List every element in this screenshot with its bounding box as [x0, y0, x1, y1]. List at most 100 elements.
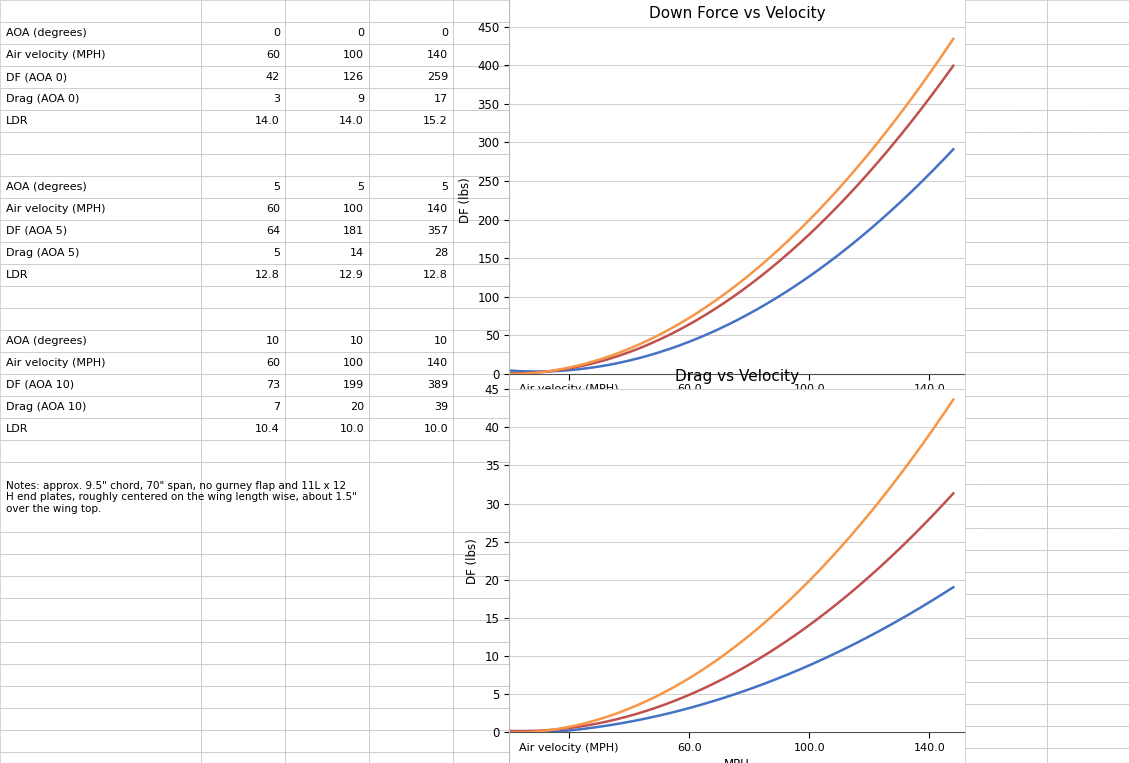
Text: 140: 140	[427, 358, 448, 368]
Bar	[369, 88, 453, 110]
DF (AOA 10)	[714, 293, 727, 302]
Bar	[965, 726, 1048, 748]
Bar	[369, 462, 453, 533]
Bar	[369, 418, 453, 440]
Bar	[965, 418, 1048, 440]
Text: 12.9: 12.9	[339, 270, 364, 280]
Text: 14.0: 14.0	[340, 116, 364, 126]
Y-axis label: DF (lbs): DF (lbs)	[466, 538, 479, 584]
Drag (AOA 5)	[937, 500, 951, 509]
Bar	[965, 286, 1048, 308]
DF (AOA 10)	[716, 291, 729, 300]
Bar	[369, 198, 453, 220]
Bar	[0, 88, 201, 110]
Line: DF (AOA 0): DF (AOA 0)	[509, 150, 953, 372]
Drag (AOA 5)	[717, 674, 730, 683]
Bar	[965, 0, 1048, 22]
Bar	[0, 708, 201, 730]
Bar	[286, 132, 369, 154]
Drag (AOA 0)	[716, 694, 729, 703]
Bar	[0, 730, 201, 752]
Text: 64: 64	[266, 226, 280, 236]
Bar	[453, 730, 509, 752]
Bar	[286, 242, 369, 264]
Bar	[1048, 22, 1129, 44]
Title: Drag vs Velocity: Drag vs Velocity	[675, 369, 799, 384]
Text: 39: 39	[434, 402, 448, 412]
Drag (AOA 5)	[768, 645, 781, 654]
Bar	[286, 620, 369, 642]
Bar	[201, 110, 286, 132]
Bar	[369, 730, 453, 752]
Bar	[965, 352, 1048, 374]
Bar	[1048, 154, 1129, 176]
Bar	[453, 176, 509, 198]
Bar	[0, 22, 201, 44]
Line: DF (AOA 10): DF (AOA 10)	[509, 39, 953, 374]
Bar	[369, 154, 453, 176]
Legend: Drag (AOA 0), Drag (AOA 5), Drag (AOA 10): Drag (AOA 0), Drag (AOA 5), Drag (AOA 10…	[980, 464, 1113, 533]
Drag (AOA 10)	[716, 652, 729, 661]
Bar	[0, 176, 201, 198]
Bar	[1048, 176, 1129, 198]
DF (AOA 5)	[946, 61, 960, 70]
Line: Drag (AOA 5): Drag (AOA 5)	[509, 494, 953, 731]
Text: 14: 14	[350, 248, 364, 258]
Bar	[201, 352, 286, 374]
Text: AOA (degrees): AOA (degrees)	[6, 28, 87, 38]
Bar	[0, 154, 201, 176]
Drag (AOA 5)	[715, 675, 728, 684]
Drag (AOA 0)	[866, 629, 879, 639]
Bar	[369, 396, 453, 418]
Bar	[965, 638, 1048, 660]
Bar	[369, 620, 453, 642]
Bar	[965, 528, 1048, 550]
Bar	[1048, 0, 1129, 22]
Text: 10: 10	[434, 336, 448, 346]
Bar	[201, 730, 286, 752]
Bar	[369, 440, 453, 462]
Bar	[965, 550, 1048, 572]
Bar	[965, 506, 1048, 528]
Bar	[369, 352, 453, 374]
Bar	[286, 286, 369, 308]
Bar	[965, 748, 1048, 763]
Bar	[201, 220, 286, 242]
Bar	[453, 533, 509, 555]
Bar	[369, 752, 453, 763]
Bar	[965, 682, 1048, 704]
Bar	[369, 576, 453, 598]
Bar	[1048, 88, 1129, 110]
Bar	[201, 22, 286, 44]
Text: AOA (degrees): AOA (degrees)	[6, 182, 87, 192]
Text: 126: 126	[343, 72, 364, 82]
Text: 100: 100	[343, 204, 364, 214]
Text: 12.8: 12.8	[255, 270, 280, 280]
Text: 0: 0	[441, 28, 448, 38]
Bar	[201, 242, 286, 264]
Bar	[0, 396, 201, 418]
Bar	[286, 374, 369, 396]
Bar	[286, 264, 369, 286]
Bar	[1048, 506, 1129, 528]
Text: 10: 10	[266, 336, 280, 346]
DF (AOA 0)	[867, 221, 881, 230]
Text: 12.8: 12.8	[423, 270, 448, 280]
Text: 15.2: 15.2	[423, 116, 448, 126]
DF (AOA 10)	[936, 50, 949, 60]
Drag (AOA 10)	[866, 504, 879, 513]
Text: 14.0: 14.0	[255, 116, 280, 126]
Bar	[0, 110, 201, 132]
Bar	[453, 642, 509, 665]
Bar	[1048, 528, 1129, 550]
DF (AOA 10)	[946, 34, 960, 43]
Bar	[369, 642, 453, 665]
Text: 0: 0	[273, 28, 280, 38]
Bar	[0, 555, 201, 576]
Bar	[1048, 374, 1129, 396]
Bar	[0, 752, 201, 763]
Drag (AOA 0)	[946, 583, 960, 592]
Bar	[201, 642, 286, 665]
Bar	[453, 352, 509, 374]
Bar	[453, 0, 509, 22]
